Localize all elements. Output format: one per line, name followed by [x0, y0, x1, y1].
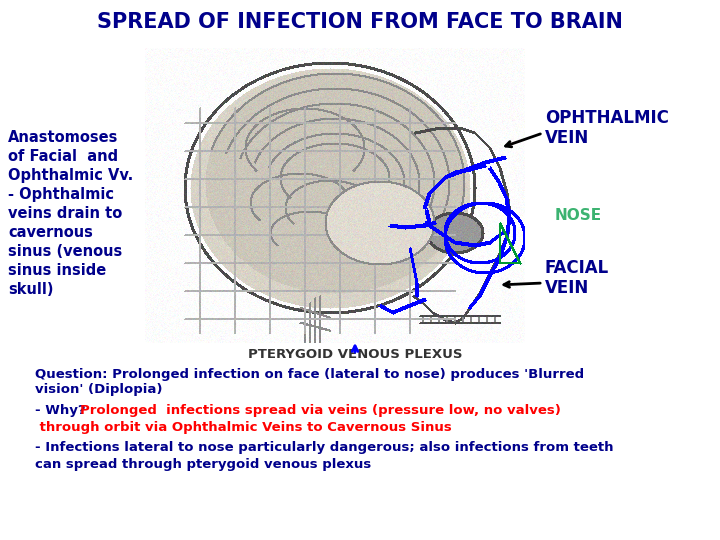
Text: sinus inside: sinus inside	[8, 263, 107, 278]
Text: through orbit via Ophthalmic Veins to Cavernous Sinus: through orbit via Ophthalmic Veins to Ca…	[35, 421, 451, 434]
Text: vision' (Diplopia): vision' (Diplopia)	[35, 383, 163, 396]
Text: NOSE: NOSE	[555, 207, 602, 222]
Text: OPHTHALMIC
VEIN: OPHTHALMIC VEIN	[545, 109, 669, 147]
Text: cavernous: cavernous	[8, 225, 93, 240]
Text: Question: Prolonged infection on face (lateral to nose) produces 'Blurred: Question: Prolonged infection on face (l…	[35, 368, 584, 381]
Text: sinus (venous: sinus (venous	[8, 244, 122, 259]
Text: SPREAD OF INFECTION FROM FACE TO BRAIN: SPREAD OF INFECTION FROM FACE TO BRAIN	[97, 12, 623, 32]
Text: - Ophthalmic: - Ophthalmic	[8, 187, 114, 202]
Text: of Facial  and: of Facial and	[8, 149, 118, 164]
Text: can spread through pterygoid venous plexus: can spread through pterygoid venous plex…	[35, 458, 372, 471]
Text: PTERYGOID VENOUS PLEXUS: PTERYGOID VENOUS PLEXUS	[248, 348, 462, 361]
Text: Ophthalmic Vv.: Ophthalmic Vv.	[8, 168, 133, 183]
Text: Anastomoses: Anastomoses	[8, 130, 118, 145]
Text: skull): skull)	[8, 282, 53, 297]
Text: - Infections lateral to nose particularly dangerous; also infections from teeth: - Infections lateral to nose particularl…	[35, 442, 613, 455]
Text: FACIAL
VEIN: FACIAL VEIN	[545, 259, 609, 298]
Text: Prolonged  infections spread via veins (pressure low, no valves): Prolonged infections spread via veins (p…	[80, 404, 561, 417]
Text: - Why?: - Why?	[35, 404, 95, 417]
Text: veins drain to: veins drain to	[8, 206, 122, 221]
